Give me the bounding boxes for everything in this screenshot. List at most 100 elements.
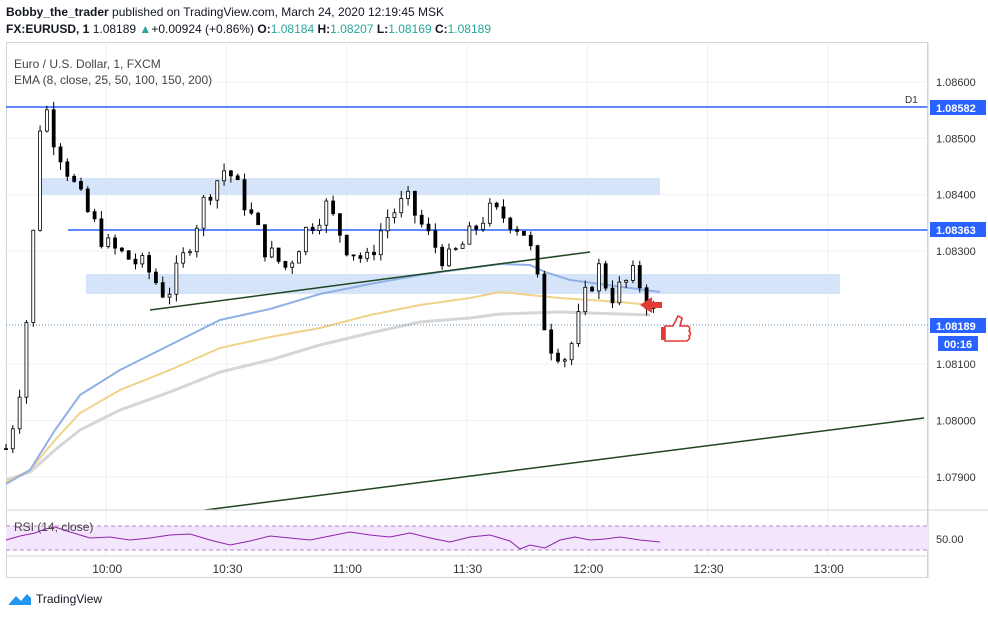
price-tick: 1.08000 [936,415,976,427]
rsi-axis-tick: 50.00 [936,534,964,546]
ema-legend: EMA (8, close, 25, 50, 100, 150, 200) [14,73,213,87]
candle-body [412,190,417,216]
candle-body [467,225,472,245]
candle-body [10,428,15,450]
symbol: FX:EURUSD, 1 [6,22,90,36]
candle-body [365,251,370,259]
high-label: H: [317,22,331,36]
candle-body [426,223,431,232]
level-top-price: 1.08582 [936,103,976,115]
candle-body [515,228,520,232]
candle-body [106,237,111,247]
candle-body [494,202,499,208]
candle-body [528,234,533,247]
candle-body [549,329,554,354]
candle-body [603,263,608,289]
candle-body [140,255,145,265]
candle-body [351,254,356,257]
supply-zone-lower[interactable] [86,274,840,294]
d1-label: D1 [905,95,918,106]
candle-body [303,226,308,253]
candle-body [631,265,635,281]
candle-body [460,243,465,249]
symbol-info: FX:EURUSD, 1 1.08189 ▲+0.00924 (+0.86%) … [6,22,491,36]
candle-body [474,225,479,230]
candle-body [201,196,206,229]
candle-body [338,213,342,236]
thumbs-up-icon [661,314,692,342]
open-value: 1.08184 [270,22,315,36]
candle-body [372,251,376,256]
red-arrow-icon [640,297,662,313]
candle-body [590,286,594,292]
published-text: published on TradingView.com, March 24, … [112,5,445,19]
candle-body [562,359,567,362]
candle-body [133,258,138,265]
trendline-lower[interactable] [204,417,925,511]
candle-body [440,246,445,267]
candle-body [208,196,213,201]
candle-body [167,293,172,298]
candle-body [501,206,506,219]
candle-body [310,226,315,231]
candle-body [31,229,36,323]
low-label: L: [376,22,389,36]
price-change: +0.00924 (+0.86%) [151,22,255,36]
candle-body [358,255,363,259]
candle-body [569,343,574,361]
candle-body [392,212,397,218]
supply-zone-upper[interactable] [38,178,660,195]
candle-body [99,218,104,247]
time-tick: 12:00 [573,562,603,576]
candle-body [235,175,240,181]
candle-body [38,130,42,231]
time-tick: 10:30 [212,562,242,576]
candle-body [624,280,629,283]
footer-brand[interactable]: TradingView [8,592,102,606]
price-tick: 1.08300 [936,246,976,258]
change-up-icon: ▲ [139,22,152,36]
candle-body [556,352,560,362]
price-tick: 1.08500 [936,133,976,145]
candle-body [79,181,83,190]
candle-body [344,234,349,256]
candle-body [297,251,301,264]
time-axis[interactable]: 10:00 10:30 11:00 11:30 12:00 12:30 13:00 [92,562,844,576]
brand-name: TradingView [36,592,103,606]
price-tick: 1.08100 [936,359,976,371]
trendline-upper[interactable] [149,251,591,311]
candle-body [126,250,131,260]
candle-body [283,261,288,268]
candle-body [522,230,526,236]
candle-body [290,262,295,268]
candle-body [317,224,322,231]
candle-body [481,222,485,230]
time-tick: 11:00 [333,562,362,576]
time-tick: 10:00 [92,562,122,576]
candle-body [113,237,117,249]
candle-body [174,262,179,295]
candle-body [276,247,281,262]
rsi-label: RSI (14, close) [14,520,93,534]
candle-body [92,211,97,220]
author-name[interactable]: Bobby_the_trader [6,5,109,19]
ema-gray-line [5,310,651,482]
current-price: 1.08189 [92,22,137,36]
candle-body [249,209,254,214]
candle-body [487,202,492,224]
countdown-tag [938,336,978,351]
candle-body [160,282,165,298]
candle-body [637,265,642,289]
level-top-tag [930,100,986,115]
price-tick: 1.07900 [936,472,976,484]
rsi-line [5,526,661,550]
price-tick: 1.08600 [936,77,976,89]
candle-body [222,170,226,182]
publish-info: Bobby_the_trader published on TradingVie… [6,5,444,19]
candle-body [72,175,77,182]
price-axis[interactable]: 1.08600 1.08500 1.08400 1.08300 1.08100 1.080… [936,77,976,484]
chart-legend: Euro / U.S. Dollar, 1, FXCM EMA (8, clos… [14,56,212,88]
tradingview-logo-icon [9,594,31,605]
candle-body [4,448,8,450]
